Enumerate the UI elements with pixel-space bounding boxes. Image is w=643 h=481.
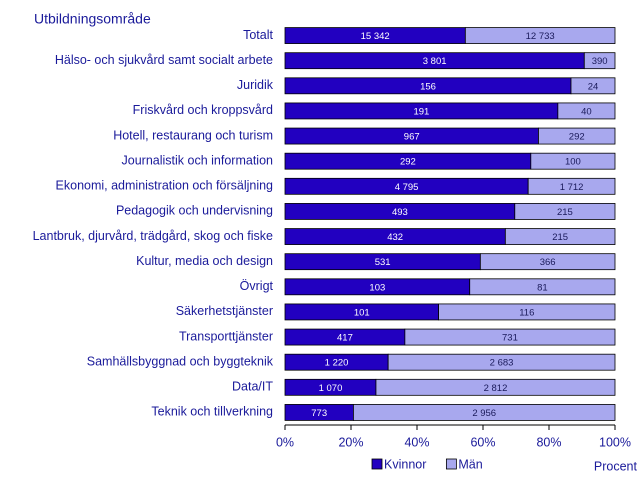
x-tick-label: 20% — [338, 435, 363, 449]
y-tick-label: Teknik och tillverkning — [151, 405, 273, 419]
bar-segment — [538, 127, 616, 145]
value-label: 215 — [557, 207, 573, 218]
bar-segment — [479, 253, 616, 271]
value-label: 1 712 — [560, 182, 584, 193]
value-label: 731 — [502, 333, 518, 344]
bar-segment — [514, 203, 616, 220]
x-tick-label: 0% — [276, 435, 294, 449]
value-label: 15 342 — [361, 31, 390, 42]
x-tick-label: 60% — [470, 435, 495, 449]
bar-segment — [353, 404, 616, 421]
bar-segment — [583, 52, 616, 70]
value-label: 191 — [413, 106, 429, 117]
value-label: 81 — [537, 282, 548, 293]
bar-segment — [469, 278, 616, 296]
bar-segment — [438, 303, 616, 321]
y-tick-label: Övrigt — [240, 279, 274, 293]
bar-segment — [387, 353, 616, 371]
value-label: 292 — [569, 132, 585, 143]
value-label: 103 — [369, 282, 385, 293]
value-label: 2 683 — [490, 358, 514, 369]
value-label: 773 — [311, 408, 327, 419]
value-label: 24 — [588, 81, 599, 92]
value-label: 493 — [392, 207, 408, 218]
bar-segment — [404, 328, 616, 346]
legend-label: Män — [458, 457, 482, 471]
value-label: 4 795 — [395, 182, 419, 193]
value-label: 40 — [581, 106, 592, 117]
y-tick-label: Säkerhetstjänster — [176, 304, 273, 318]
y-tick-label: Hotell, restaurang och turism — [113, 128, 273, 142]
y-tick-label: Juridik — [237, 78, 274, 92]
bar-segment — [504, 228, 616, 245]
y-tick-label: Friskvård och kroppsvård — [133, 103, 273, 117]
x-tick-label: 40% — [404, 435, 429, 449]
y-tick-label: Pedagogik och undervisning — [116, 204, 273, 218]
y-tick-label: Hälso- och sjukvård samt socialt arbete — [55, 53, 273, 67]
legend-label: Kvinnor — [384, 457, 426, 471]
value-label: 12 733 — [526, 31, 555, 42]
y-tick-label: Samhällsbyggnad och byggteknik — [87, 354, 274, 368]
value-label: 531 — [375, 257, 391, 268]
value-label: 101 — [354, 307, 370, 318]
value-label: 2 956 — [472, 408, 496, 419]
value-label: 292 — [400, 157, 416, 168]
legend-swatch — [371, 458, 383, 470]
value-label: 417 — [337, 333, 353, 344]
bar-segment — [464, 27, 616, 44]
value-label: 215 — [552, 232, 568, 243]
y-tick-label: Transporttjänster — [179, 329, 273, 343]
x-axis-label: Procent — [594, 459, 638, 473]
y-tick-label: Kultur, media och design — [136, 254, 273, 268]
x-tick-label: 80% — [536, 435, 561, 449]
bar-segment — [527, 177, 616, 195]
y-tick-label: Totalt — [243, 28, 273, 42]
bar-segment — [557, 102, 616, 120]
y-tick-label: Lantbruk, djurvård, trädgård, skog och f… — [33, 229, 273, 243]
value-label: 366 — [540, 257, 556, 268]
value-label: 1 220 — [325, 358, 349, 369]
value-label: 156 — [420, 81, 436, 92]
bar-segment — [375, 378, 616, 396]
value-label: 390 — [592, 56, 608, 67]
value-label: 1 070 — [319, 383, 343, 394]
y-tick-label: Data/IT — [232, 380, 273, 394]
value-label: 116 — [519, 307, 534, 318]
value-label: 3 801 — [423, 56, 447, 67]
chart-title: Utbildningsområde — [34, 11, 151, 27]
y-tick-label: Journalistik och information — [122, 153, 274, 167]
value-label: 432 — [387, 232, 403, 243]
legend-swatch — [445, 458, 457, 470]
value-label: 967 — [404, 132, 420, 143]
x-tick-label: 100% — [599, 435, 631, 449]
value-label: 100 — [565, 157, 581, 168]
y-tick-label: Ekonomi, administration och försäljning — [56, 179, 274, 193]
bar-segment — [570, 77, 616, 95]
value-label: 2 812 — [484, 383, 508, 394]
bar-segment — [530, 152, 616, 170]
